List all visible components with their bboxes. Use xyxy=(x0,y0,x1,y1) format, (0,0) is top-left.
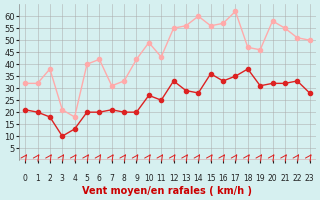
X-axis label: Vent moyen/en rafales ( km/h ): Vent moyen/en rafales ( km/h ) xyxy=(82,186,252,196)
